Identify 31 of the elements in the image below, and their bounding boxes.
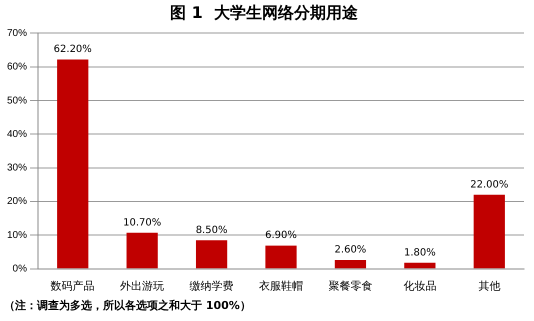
bar: [404, 262, 436, 268]
bar: [196, 240, 228, 268]
text: （注：调查为多选，所以各选项之和大于 100%）: [4, 298, 251, 313]
data-label: 22.00%: [470, 179, 508, 190]
x-tick-label: 其他: [478, 279, 500, 292]
y-tick-label: 40%: [7, 128, 28, 140]
y-tick-label: 10%: [7, 230, 28, 241]
data-label: 6.90%: [265, 230, 297, 242]
x-tick-label: 缴纳学费: [190, 279, 234, 292]
x-tick-label: 外出游玩: [120, 279, 164, 292]
data-label: 10.70%: [123, 217, 162, 228]
data-label: 62.20%: [54, 44, 92, 56]
x-tick-label: 聚餐零食: [328, 280, 372, 292]
y-tick-label: 20%: [7, 196, 28, 208]
data-label: 1.80%: [404, 247, 436, 258]
x-tick-label: 衣服鞋帽: [259, 279, 304, 292]
y-tick-label: 60%: [7, 62, 28, 73]
chart-title: 图 1 大学生网络分期用途: [170, 2, 358, 22]
bar: [126, 232, 158, 268]
x-tick-label: 化妆品: [403, 280, 436, 292]
bar: [474, 194, 505, 268]
y-tick-label: 50%: [7, 95, 28, 106]
bar: [57, 59, 88, 268]
y-tick-label: 0%: [12, 264, 28, 275]
y-tick-label: 30%: [7, 162, 28, 174]
bar: [265, 246, 297, 268]
x-tick-label: 数码产品: [50, 279, 95, 292]
data-label: 8.50%: [196, 224, 228, 236]
data-label: 2.60%: [334, 244, 366, 256]
y-tick-label: 70%: [7, 28, 28, 39]
bar: [334, 260, 366, 268]
